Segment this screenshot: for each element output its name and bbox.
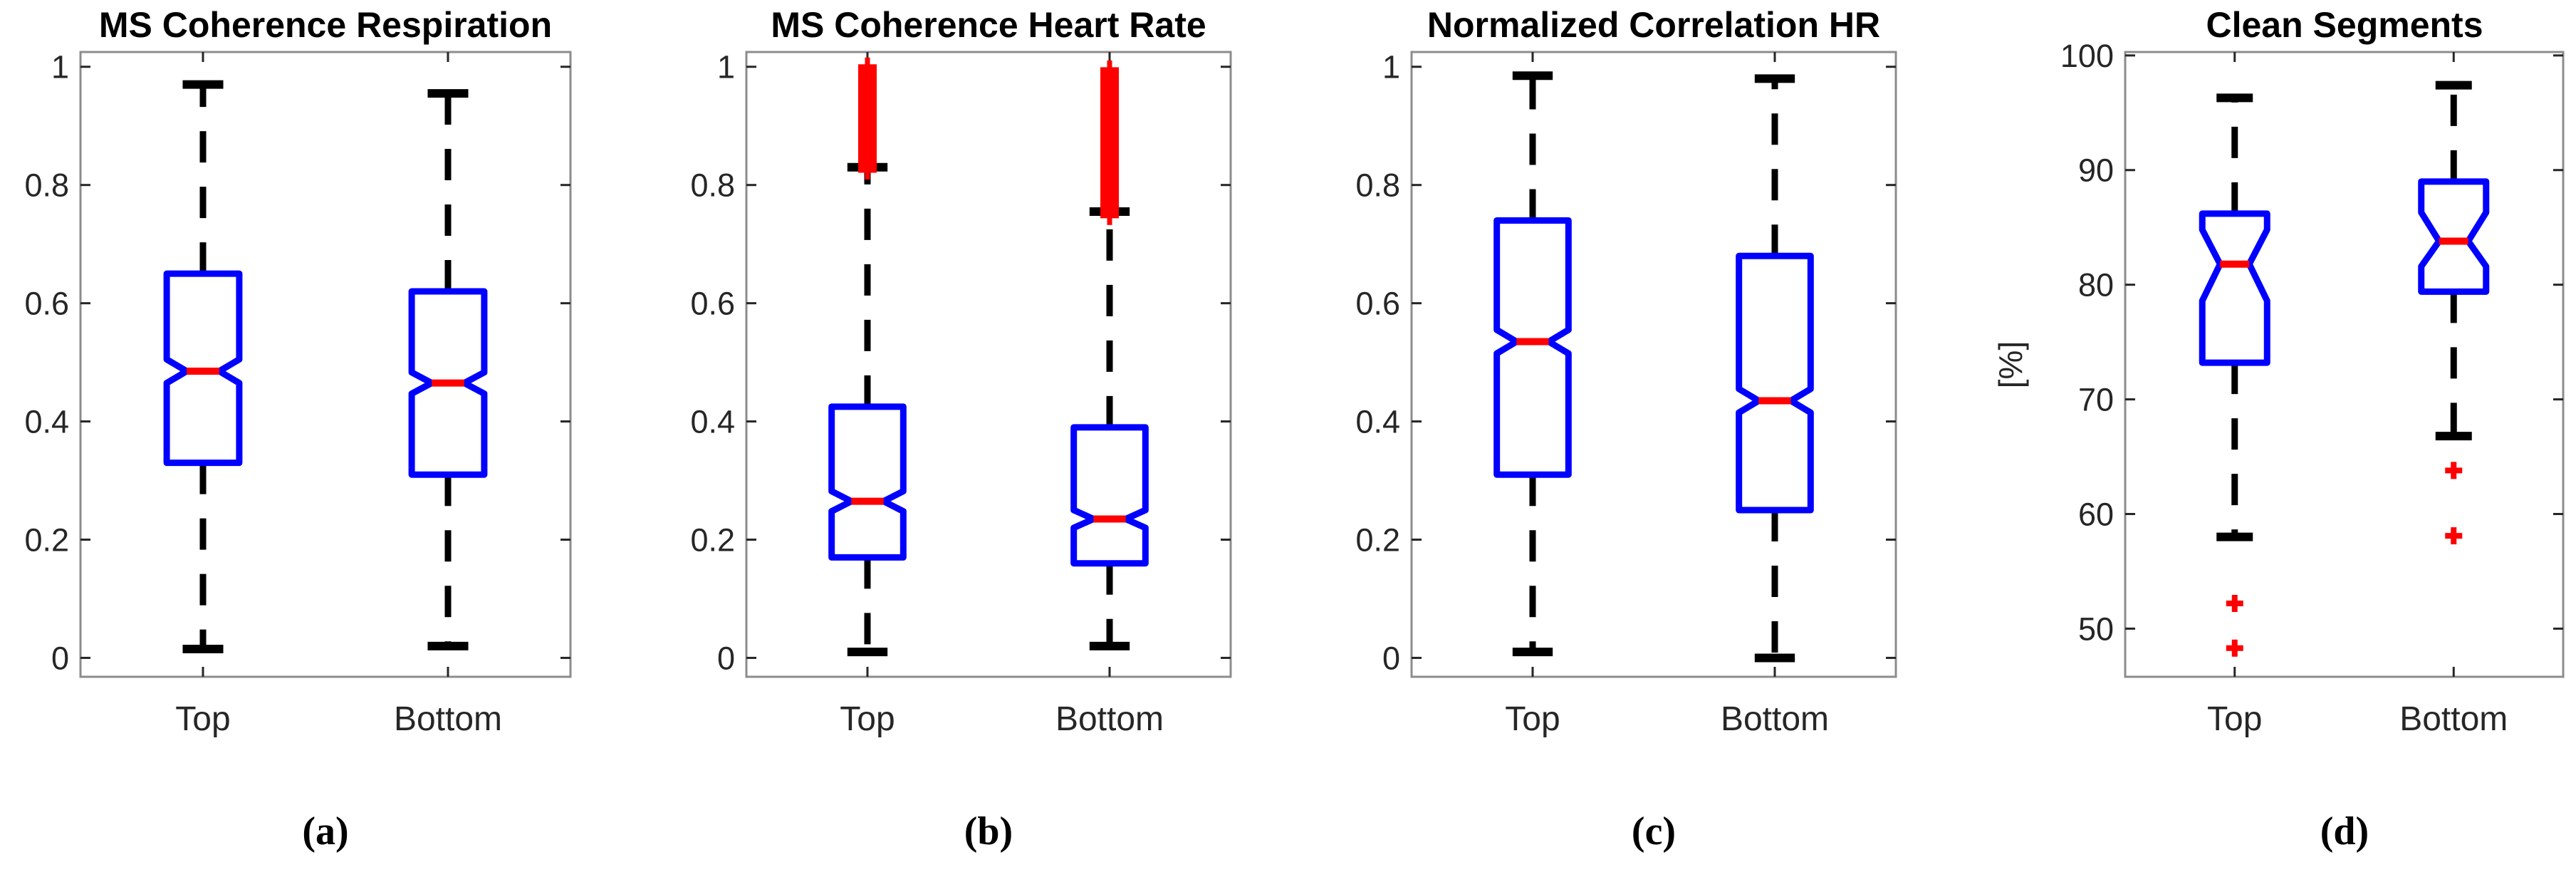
x-category-label: Top	[840, 700, 895, 738]
y-tick-label: 0.2	[690, 522, 735, 559]
y-tick-label: 0.8	[24, 167, 69, 204]
y-tick-label: 0.6	[690, 286, 735, 322]
box-outline	[2418, 178, 2490, 295]
box-outline	[828, 403, 907, 561]
y-tick-label: 90	[2078, 152, 2114, 189]
y-tick-label: 0.8	[1355, 167, 1400, 204]
panel-caption: (c)	[1632, 809, 1676, 853]
y-tick-label: 0.6	[1355, 286, 1400, 322]
chart-title: MS Coherence Respiration	[99, 5, 552, 45]
boxplot-canvas-a: MS Coherence Respiration (a) 0 0.2 0.4 0.6 0…	[24, 5, 572, 853]
boxplot-canvas-d: Clean Segments [%] (d) 50 60 70 80 90 100 Top B…	[1992, 5, 2565, 853]
y-tick-label: 100	[2060, 38, 2114, 74]
box-outline	[1736, 252, 1814, 514]
x-category-label: Top	[175, 700, 230, 738]
x-category-label: Top	[1505, 700, 1560, 738]
x-category-label: Bottom	[1721, 700, 1829, 738]
chart-title: Normalized Correlation HR	[1427, 5, 1880, 45]
y-tick-label: 1	[1382, 49, 1400, 85]
boxplot-panel-d: Clean Segments [%] (d) 50 60 70 80 90 100 Top B…	[1931, 0, 2575, 872]
plot-frame	[1410, 51, 1897, 678]
boxplot-panel-c: Normalized Correlation HR (c) 0 0.2 0.4 0.6…	[1288, 0, 1931, 872]
x-category-label: Bottom	[2399, 700, 2508, 738]
y-axis-label: [%]	[1992, 341, 2029, 388]
y-tick-label: 0.2	[24, 522, 69, 559]
y-tick-label: 70	[2078, 382, 2114, 418]
y-tick-label: 0.4	[690, 404, 735, 440]
boxplot-panel-a: MS Coherence Respiration (a) 0 0.2 0.4 0.6 0…	[0, 0, 644, 872]
y-tick-label: 0.4	[1355, 404, 1400, 440]
x-category-label: Bottom	[1055, 700, 1164, 738]
y-tick-label: 0	[717, 640, 735, 676]
y-tick-label: 50	[2078, 611, 2114, 647]
y-tick-label: 1	[717, 49, 735, 85]
boxplot-panel-b: MS Coherence Heart Rate (b) 0 0.2 0.4 0.6 0.…	[644, 0, 1288, 872]
y-tick-label: 60	[2078, 496, 2114, 532]
x-category-label: Bottom	[394, 700, 502, 738]
y-tick-label: 0	[1382, 640, 1400, 676]
y-tick-label: 0.6	[24, 286, 69, 322]
panel-caption: (a)	[302, 809, 348, 853]
y-tick-label: 0.2	[1355, 522, 1400, 559]
y-tick-label: 0.8	[690, 167, 735, 204]
chart-title: Clean Segments	[2206, 5, 2483, 45]
chart-title: MS Coherence Heart Rate	[771, 5, 1206, 45]
y-tick-label: 0.4	[24, 404, 69, 440]
x-category-label: Top	[2207, 700, 2262, 738]
box-outline	[1070, 424, 1149, 567]
box-outline	[2199, 210, 2270, 366]
plot-frame	[2124, 51, 2565, 678]
panel-caption: (d)	[2320, 809, 2369, 853]
y-tick-label: 1	[51, 49, 69, 85]
box-outline	[408, 288, 488, 478]
plot-frame	[745, 51, 1232, 678]
y-tick-label: 80	[2078, 267, 2114, 303]
box-outline	[163, 270, 243, 467]
y-tick-label: 0	[51, 640, 69, 676]
boxplot-canvas-c: Normalized Correlation HR (c) 0 0.2 0.4 0.6…	[1355, 5, 1897, 853]
plot-frame	[79, 51, 572, 678]
boxplot-canvas-b: MS Coherence Heart Rate (b) 0 0.2 0.4 0.6 0.…	[690, 5, 1232, 853]
panel-caption: (b)	[964, 809, 1013, 853]
box-outline	[1493, 217, 1572, 478]
